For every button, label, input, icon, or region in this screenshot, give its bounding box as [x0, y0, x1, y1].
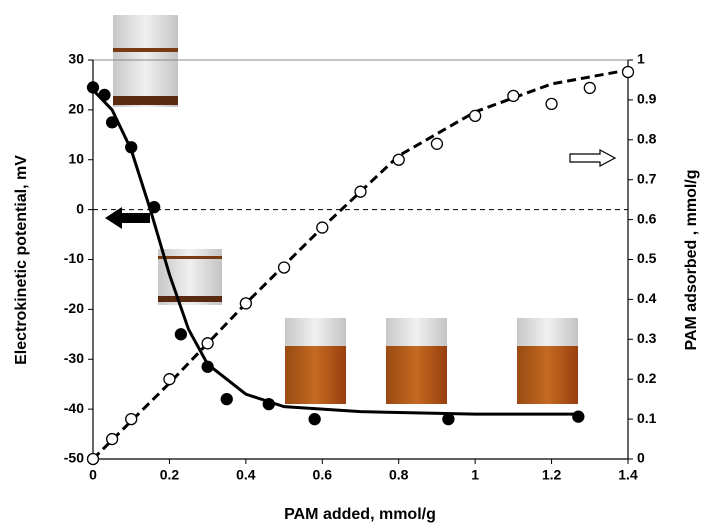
filled-point [107, 117, 118, 128]
open-point [279, 262, 290, 273]
x-tick-label: 0.8 [389, 467, 409, 483]
y2-tick-label: 0.5 [637, 250, 657, 266]
y2-tick-label: 0.4 [637, 290, 657, 306]
vial-photo [158, 249, 222, 305]
y-tick-label: -20 [64, 300, 84, 316]
y2-tick-label: 0.6 [637, 210, 657, 226]
y2-tick-label: 0.1 [637, 410, 657, 426]
filled-point [88, 82, 99, 93]
open-point [584, 82, 595, 93]
open-point [355, 186, 366, 197]
open-point [107, 434, 118, 445]
y-tick-label: 30 [68, 51, 84, 67]
y-tick-label: -50 [64, 450, 84, 466]
y2-tick-label: 0.9 [637, 91, 657, 107]
x-tick-label: 1.2 [542, 467, 562, 483]
x-tick-label: 1 [471, 467, 479, 483]
y-tick-label: -10 [64, 250, 84, 266]
open-point [240, 298, 251, 309]
x-tick-label: 1.4 [618, 467, 638, 483]
vial-photo [386, 318, 447, 404]
filled-point [263, 399, 274, 410]
open-point [623, 66, 634, 77]
x-tick-label: 0.4 [236, 467, 256, 483]
open-point [546, 98, 557, 109]
y2-tick-label: 0.8 [637, 131, 657, 147]
y-tick-label: 0 [76, 200, 84, 216]
open-point [317, 222, 328, 233]
y-tick-label: -30 [64, 350, 84, 366]
filled-point [573, 411, 584, 422]
vial-photo [517, 318, 578, 404]
arrow-right [570, 150, 615, 166]
x-tick-label: 0 [89, 467, 97, 483]
filled-point [99, 89, 110, 100]
x-axis-title: PAM added, mmol/g [284, 506, 436, 523]
open-point [126, 414, 137, 425]
y2-axis-title: PAM adsorbed , mmol/g [683, 169, 700, 350]
filled-point [126, 142, 137, 153]
y2-tick-label: 0 [637, 450, 645, 466]
vial-photo [285, 318, 346, 404]
chart: PAM added, mmol/g Electrokinetic potenti… [0, 0, 717, 529]
filled-point [202, 361, 213, 372]
open-point [470, 110, 481, 121]
vial-photo [113, 15, 178, 107]
open-point [88, 454, 99, 465]
arrow-left [105, 207, 150, 229]
filled-point [443, 414, 454, 425]
filled-point [149, 202, 160, 213]
open-point [431, 138, 442, 149]
y-tick-label: 20 [68, 101, 84, 117]
open-point [164, 374, 175, 385]
open-point [508, 90, 519, 101]
x-tick-label: 0.6 [313, 467, 333, 483]
y-tick-label: 10 [68, 150, 84, 166]
filled-point [175, 329, 186, 340]
y2-tick-label: 0.7 [637, 170, 657, 186]
y2-tick-label: 0.3 [637, 330, 657, 346]
open-point [202, 338, 213, 349]
open-point [393, 154, 404, 165]
y2-tick-label: 0.2 [637, 370, 657, 386]
y-tick-label: -40 [64, 400, 84, 416]
filled-point [309, 414, 320, 425]
y-axis-title: Electrokinetic potential, mV [13, 155, 30, 365]
y2-tick-label: 1 [637, 51, 645, 67]
filled-point [221, 394, 232, 405]
x-tick-label: 0.2 [160, 467, 180, 483]
